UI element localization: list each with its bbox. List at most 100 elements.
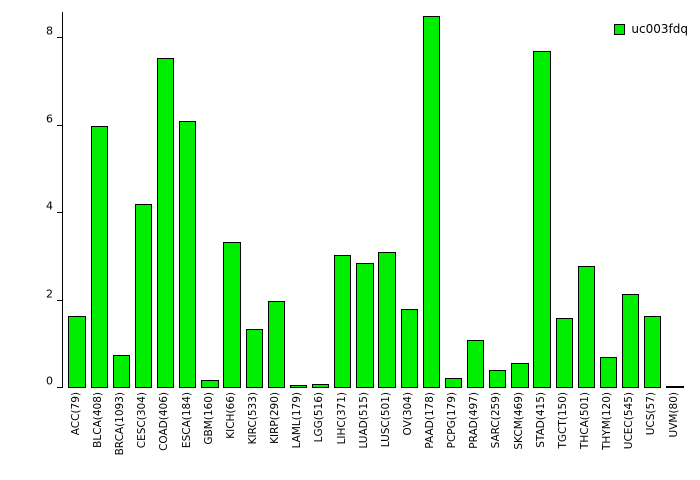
bar-slot — [155, 12, 177, 388]
x-label-slot: BRCA(1093) — [109, 392, 131, 480]
x-tick-label: CESC(304) — [136, 392, 149, 449]
x-tick-label: SARC(259) — [490, 392, 503, 449]
bar-KIRC(533) — [245, 328, 263, 388]
x-tick-label: STAD(415) — [534, 392, 547, 448]
bar-slot — [199, 12, 221, 388]
bar-slot — [575, 12, 597, 388]
bar-LUSC(501) — [378, 252, 396, 388]
y-tick-label: 0 — [46, 374, 53, 388]
x-label-slot: ESCA(184) — [176, 392, 198, 480]
x-label-slot: THYM(120) — [596, 392, 618, 480]
legend-swatch — [614, 23, 626, 35]
bar-slot — [420, 12, 442, 388]
bar-BRCA(1093) — [112, 355, 130, 388]
bar-slot — [442, 12, 464, 388]
bar-slot — [376, 12, 398, 388]
x-tick-label: COAD(406) — [158, 392, 171, 451]
y-tick — [57, 212, 63, 214]
x-tick-label: LAML(179) — [291, 392, 304, 449]
x-tick-label: ACC(79) — [69, 392, 82, 436]
x-label-slot: UCS(57) — [641, 392, 663, 480]
y-tick-label: 2 — [46, 287, 53, 301]
bar-TGCT(150) — [555, 318, 573, 388]
x-tick-label: OV(304) — [401, 392, 414, 436]
x-label-slot: LUAD(515) — [353, 392, 375, 480]
bar-UCEC(545) — [621, 294, 640, 388]
x-label-slot: UCEC(545) — [619, 392, 641, 480]
y-tick-label: 8 — [46, 24, 53, 38]
bars-container — [63, 12, 689, 388]
x-label-slot: TGCT(150) — [552, 392, 574, 480]
x-tick-label: LIHC(371) — [335, 392, 348, 445]
x-tick-label: TGCT(150) — [556, 392, 569, 449]
bar-slot — [177, 12, 199, 388]
bar-PRAD(497) — [466, 339, 485, 388]
bar-CESC(304) — [134, 204, 153, 388]
x-label-slot: SKCM(469) — [508, 392, 530, 480]
bar-slot — [332, 12, 354, 388]
bar-STAD(415) — [533, 51, 551, 388]
bar-slot — [110, 12, 132, 388]
x-label-slot: PAAD(178) — [419, 392, 441, 480]
bar-slot — [509, 12, 531, 388]
x-label-slot: BLCA(408) — [87, 392, 109, 480]
x-tick-label: KICH(66) — [224, 392, 237, 439]
bar-slot — [642, 12, 664, 388]
bar-slot — [243, 12, 265, 388]
bar-SARC(259) — [489, 369, 507, 388]
bar-slot — [66, 12, 88, 388]
x-label-slot: COAD(406) — [154, 392, 176, 480]
bar-OV(304) — [400, 309, 418, 388]
bar-slot — [265, 12, 287, 388]
bar-slot — [310, 12, 332, 388]
bar-KIRP(290) — [267, 300, 285, 388]
x-tick-label: UCEC(545) — [623, 392, 636, 450]
x-label-slot: PCPG(179) — [441, 392, 463, 480]
bar-UCS(57) — [644, 315, 662, 388]
x-tick-label: GBM(160) — [202, 392, 215, 445]
x-tick-label: PCPG(179) — [446, 392, 459, 449]
y-tick — [57, 37, 63, 39]
y-tick — [57, 387, 63, 388]
bar-LGG(516) — [311, 383, 330, 388]
bar-slot — [664, 12, 686, 388]
x-label-slot: STAD(415) — [530, 392, 552, 480]
bar-slot — [597, 12, 619, 388]
y-tick-label: 6 — [46, 112, 53, 126]
x-label-slot: SARC(259) — [486, 392, 508, 480]
bar-GBM(160) — [201, 380, 219, 388]
x-axis-labels: ACC(79) BLCA(408) BRCA(1093) CESC(304) COAD(… — [62, 392, 688, 480]
bar-LUAD(515) — [356, 263, 374, 388]
bar-THYM(120) — [599, 356, 618, 388]
bar-slot — [132, 12, 154, 388]
bar-KICH(66) — [223, 241, 241, 388]
x-tick-label: LUAD(515) — [357, 392, 370, 449]
x-tick-label: THYM(120) — [601, 392, 614, 451]
x-tick-label: PAAD(178) — [424, 392, 437, 449]
x-tick-label: KIRP(290) — [269, 392, 282, 444]
x-tick-label: LUSC(501) — [379, 392, 392, 448]
x-tick-label: UVM(80) — [667, 392, 680, 438]
bar-PCPG(179) — [444, 378, 463, 388]
x-tick-label: LGG(516) — [313, 392, 326, 443]
bar-BLCA(408) — [90, 125, 108, 388]
x-label-slot: OV(304) — [397, 392, 419, 480]
bar-LIHC(371) — [334, 254, 352, 388]
x-tick-label: SKCM(469) — [512, 392, 525, 450]
bar-slot — [221, 12, 243, 388]
bar-slot — [487, 12, 509, 388]
bar-slot — [287, 12, 309, 388]
bar-slot — [354, 12, 376, 388]
bar-UVM(80) — [666, 385, 684, 388]
bar-slot — [88, 12, 110, 388]
bar-slot — [465, 12, 487, 388]
y-tick — [57, 299, 63, 301]
legend: uc003fdq — [614, 22, 688, 36]
x-tick-label: KIRC(533) — [246, 392, 259, 445]
bar-ESCA(184) — [179, 121, 197, 388]
bar-COAD(406) — [157, 57, 175, 388]
x-label-slot: KICH(66) — [220, 392, 242, 480]
x-label-slot: THCA(501) — [574, 392, 596, 480]
x-label-slot: ACC(79) — [65, 392, 87, 480]
